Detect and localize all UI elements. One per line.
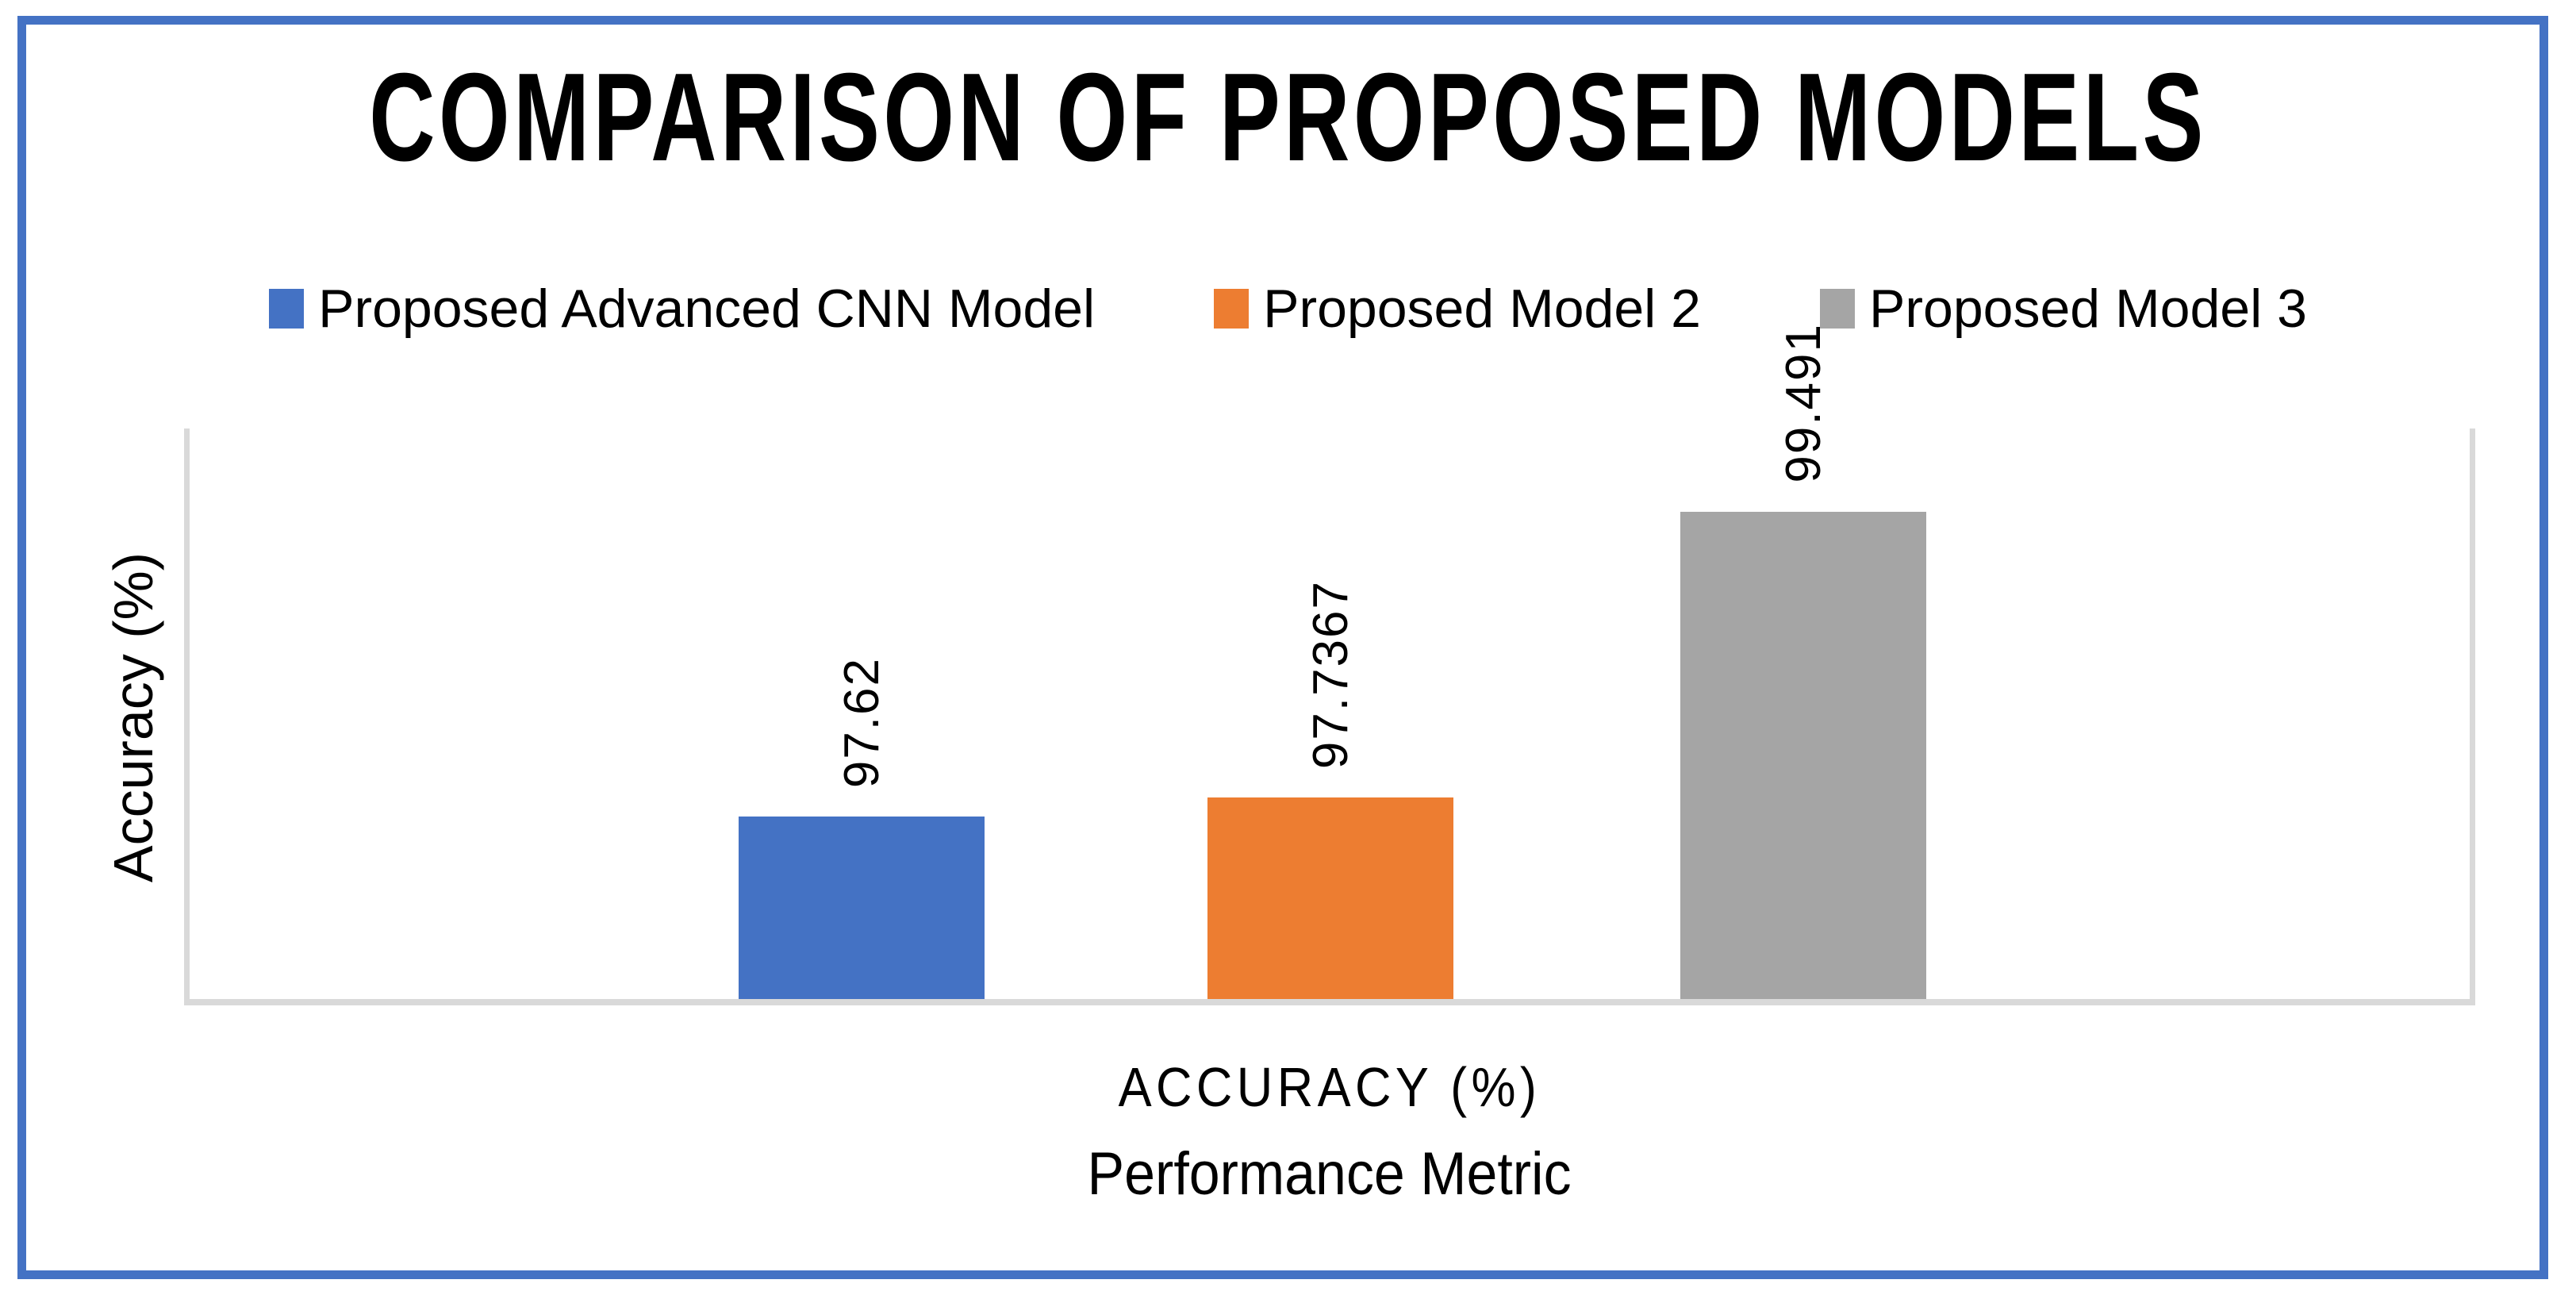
legend-swatch-icon	[269, 289, 305, 329]
bar-value-label: 97.7367	[1303, 579, 1358, 769]
bar-group-proposed-model-3: 99.491	[1680, 323, 1926, 999]
legend: Proposed Advanced CNN Model Proposed Mod…	[0, 275, 2576, 343]
legend-swatch-icon	[1214, 289, 1250, 329]
plot-area: 97.62 97.7367 99.491	[184, 323, 2475, 1005]
legend-item-proposed-advanced-cnn-model: Proposed Advanced CNN Model	[269, 278, 1095, 340]
y-axis-title-box: Accuracy (%)	[94, 428, 173, 1005]
x-tick-label: ACCURACY (%)	[1118, 1056, 1541, 1118]
y-axis-title: Accuracy (%)	[102, 551, 164, 882]
x-axis-title: Performance Metric	[1087, 1140, 1572, 1208]
bar-group-proposed-advanced-cnn-model: 97.62	[739, 657, 985, 999]
legend-swatch-icon	[1820, 289, 1855, 329]
x-axis-title-row: Performance Metric	[184, 1139, 2475, 1209]
bar-proposed-model-3	[1680, 512, 1926, 999]
x-tick-row: ACCURACY (%)	[184, 1055, 2475, 1119]
legend-item-proposed-model-2: Proposed Model 2	[1214, 278, 1701, 340]
legend-label: Proposed Model 3	[1869, 279, 2307, 339]
legend-item-proposed-model-3: Proposed Model 3	[1820, 278, 2307, 340]
bar-proposed-model-2	[1207, 797, 1453, 999]
bar-value-label: 97.62	[834, 656, 889, 788]
chart-title: COMPARISON OF PROPOSED MODELS	[369, 48, 2207, 187]
bar-value-label: 99.491	[1776, 323, 1831, 483]
legend-label: Proposed Advanced CNN Model	[318, 279, 1096, 339]
bar-proposed-advanced-cnn-model	[739, 817, 985, 999]
bar-group-proposed-model-2: 97.7367	[1207, 580, 1453, 999]
legend-label: Proposed Model 2	[1263, 279, 1701, 339]
